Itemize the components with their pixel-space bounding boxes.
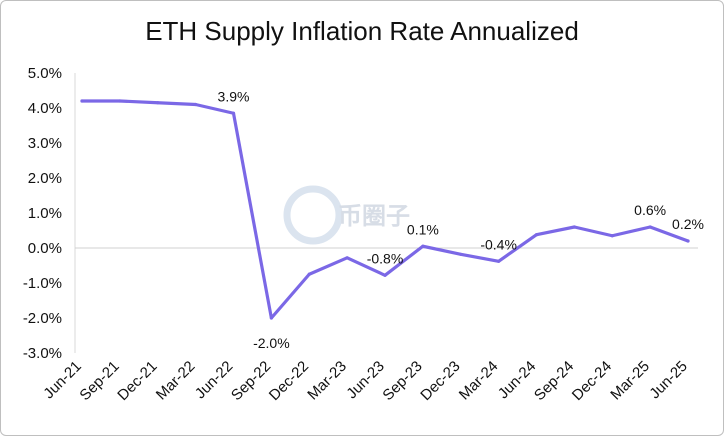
watermark-text: 币圈子 <box>338 203 410 230</box>
data-point <box>383 273 387 277</box>
data-labels: 3.9% -2.0% -0.8%0.1% -0.4% 0.6% 0.2% <box>218 88 704 351</box>
x-tick-label: Jun-22 <box>192 358 236 402</box>
data-point <box>194 102 198 107</box>
y-tick-label: 4.0% <box>28 100 62 117</box>
data-label: 0.6% <box>634 202 666 218</box>
y-tick-label: -1.0% <box>23 275 62 292</box>
data-point <box>421 244 425 248</box>
x-tick-label: Mar-22 <box>153 358 199 404</box>
coin-logo-icon <box>283 185 343 245</box>
data-point <box>459 252 463 256</box>
y-axis: 5.0% 4.0% 3.0% 2.0% 1.0% 0.0% -1.0% -2.0% -3.0% <box>23 65 698 362</box>
x-tick-label: Mar-23 <box>304 358 350 404</box>
y-tick-label: -3.0% <box>23 345 62 362</box>
x-tick-label: Sep-22 <box>228 358 274 404</box>
data-point <box>231 111 236 115</box>
data-label: -0.8% <box>367 250 404 266</box>
x-tick-label: Mar-25 <box>607 358 653 404</box>
watermark: 币圈子 <box>283 185 410 245</box>
x-tick-label: Sep-21 <box>76 358 122 404</box>
data-label: -0.4% <box>480 236 517 252</box>
data-point <box>156 101 160 105</box>
y-tick-label: 3.0% <box>28 135 62 152</box>
x-tick-label: Dec-21 <box>114 358 160 404</box>
x-tick-label: Dec-23 <box>417 358 463 404</box>
data-label: 0.2% <box>672 216 704 232</box>
x-tick-label: Jun-24 <box>495 358 539 402</box>
data-label: -2.0% <box>253 335 290 351</box>
data-point <box>80 99 84 103</box>
data-point <box>534 233 539 237</box>
y-tick-label: 2.0% <box>28 170 62 187</box>
data-point <box>345 256 349 260</box>
y-tick-label: 5.0% <box>28 65 62 82</box>
x-tick-label: Dec-24 <box>569 358 615 404</box>
data-point <box>497 259 501 263</box>
x-tick-label: Jun-23 <box>343 358 387 402</box>
data-label: 3.9% <box>218 88 250 104</box>
data-label: 0.1% <box>407 221 439 237</box>
y-tick-label: -2.0% <box>23 310 62 327</box>
data-point <box>118 99 122 103</box>
data-point <box>307 272 311 276</box>
x-tick-label: Jun-25 <box>646 358 690 402</box>
x-tick-label: Mar-24 <box>456 358 502 404</box>
x-tick-label: Jun-21 <box>40 358 84 402</box>
y-tick-label: 0.0% <box>28 240 62 257</box>
x-axis: Jun-21Sep-21Dec-21Mar-22Jun-22Sep-22Dec-… <box>40 358 690 404</box>
chart-title: ETH Supply Inflation Rate Annualized <box>145 16 579 46</box>
x-tick-label: Sep-23 <box>379 358 425 404</box>
data-point <box>648 225 652 229</box>
y-tick-label: 1.0% <box>28 205 62 222</box>
x-tick-label: Sep-24 <box>531 358 577 404</box>
x-tick-label: Dec-22 <box>266 358 312 404</box>
data-point <box>610 234 614 238</box>
data-point <box>572 225 576 229</box>
data-point <box>686 239 690 243</box>
series-group <box>80 99 690 320</box>
data-point <box>269 316 273 320</box>
